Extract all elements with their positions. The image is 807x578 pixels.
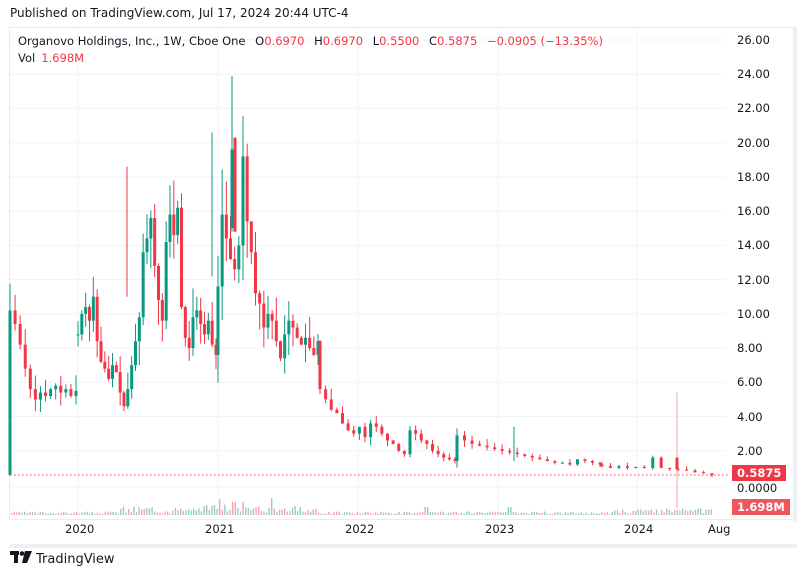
open-value: 0.6970: [264, 34, 305, 48]
open-label: O: [255, 34, 265, 48]
price-tick-label: 24.00: [737, 67, 770, 82]
chart-frame-bottom-edge: [9, 544, 797, 548]
price-tick-label: 18.00: [737, 169, 770, 184]
time-tick-label: 2020: [65, 522, 95, 536]
volume-value: 1.698M: [41, 51, 85, 65]
low-label: L: [372, 34, 380, 48]
volume-tag: 1.698M: [732, 499, 790, 515]
price-tick-label: 2.00: [737, 443, 763, 458]
price-tick-label: 4.00: [737, 409, 763, 424]
time-tick-label: Aug: [708, 522, 731, 536]
volume-row: Vol 1.698M: [18, 50, 603, 67]
price-tick-label: 6.00: [737, 375, 763, 390]
price-tick-label: 26.00: [737, 33, 770, 47]
high-label: H: [314, 34, 323, 48]
time-tick-label: 2021: [205, 522, 235, 536]
published-caption: Published on TradingView.com, Jul 17, 20…: [10, 6, 349, 20]
footer-brand[interactable]: TradingView: [10, 551, 115, 567]
price-tick-label: 10.00: [737, 306, 770, 321]
symbol-legend: Organovo Holdings, Inc., 1W, Cboe One O0…: [18, 33, 603, 67]
brand-name: TradingView: [36, 551, 115, 567]
price-tick-label: 22.00: [737, 101, 770, 116]
time-tick-label: 2022: [345, 522, 375, 536]
ohlc-row: Organovo Holdings, Inc., 1W, Cboe One O0…: [18, 33, 603, 50]
low-value: 0.5500: [379, 34, 420, 48]
price-tick-label: 16.00: [737, 204, 770, 219]
price-tick-label: 12.00: [737, 272, 770, 287]
price-tick-label: 0.0000: [737, 481, 778, 495]
close-label: C: [429, 34, 438, 48]
time-tick-label: 2023: [485, 522, 515, 536]
close-value: 0.5875: [437, 34, 478, 48]
change-value: −0.0905 (−13.35%): [486, 34, 603, 48]
volume-label: Vol: [18, 51, 36, 65]
price-tick-label: 14.00: [737, 238, 770, 253]
price-tick-label: 20.00: [737, 135, 770, 150]
price-tick-label: 8.00: [737, 341, 763, 356]
time-tick-label: 2024: [624, 522, 654, 536]
symbol-title[interactable]: Organovo Holdings, Inc., 1W, Cboe One: [18, 34, 246, 48]
high-value: 0.6970: [322, 34, 364, 48]
tradingview-logo-icon: [10, 551, 32, 567]
last-price-tag: 0.5875: [732, 465, 787, 481]
chart-frame-right-edge: [793, 27, 797, 522]
